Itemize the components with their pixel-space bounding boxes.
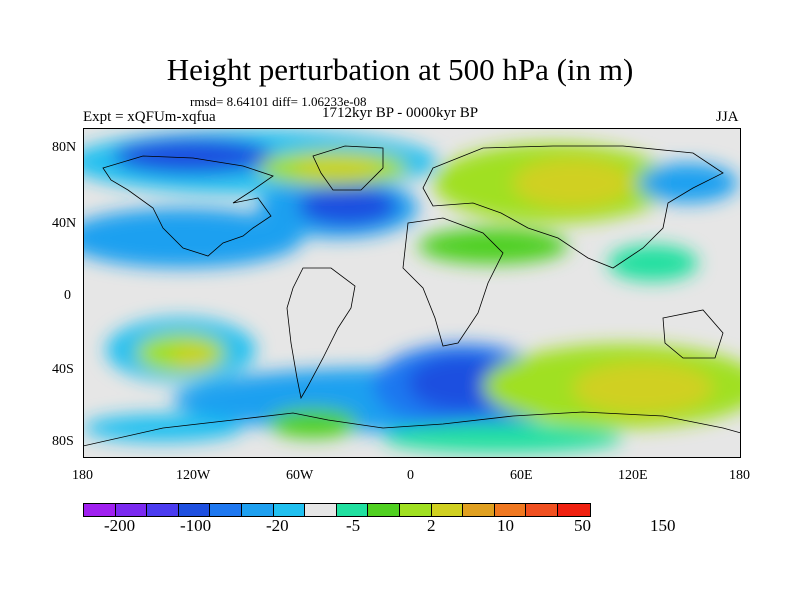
colorbar-label-minus20: -20: [266, 516, 289, 535]
south-pacific-high-core: [171, 346, 215, 366]
colorbar-swatch: [368, 504, 400, 516]
south-america-outline: [286, 267, 356, 400]
x-label-60w: 60W: [286, 468, 314, 483]
x-label-120w: 120W: [176, 468, 211, 483]
north-atlantic-low: [298, 186, 398, 226]
greenland-high-core: [293, 158, 383, 178]
colorbar-swatch: [147, 504, 179, 516]
north-america-arctic-low: [113, 138, 273, 174]
map-svg: [83, 128, 741, 458]
colorbar-label-minus200: -200: [104, 516, 136, 535]
x-label-60e: 60E: [510, 468, 533, 483]
eurasia-outline: [422, 145, 724, 269]
colorbar-swatch: [557, 504, 590, 516]
colorbar-swatch: [494, 504, 527, 516]
continent-outlines: [83, 145, 741, 447]
colorbar-swatch: [526, 504, 558, 516]
colorbar-swatch: [305, 504, 337, 516]
experiment-label: Expt = xQFUm-xqfua: [83, 109, 216, 125]
colorbar-swatch: [84, 504, 116, 516]
colorbar-swatch: [115, 504, 148, 516]
colorbar-swatch: [210, 504, 242, 516]
antarctic-positive-band: [383, 423, 623, 453]
y-label-80s: 80S: [52, 434, 74, 449]
x-label-180e: 180: [729, 468, 750, 483]
colorbar-swatch: [431, 504, 464, 516]
colorbar-label-150: 150: [650, 516, 676, 535]
map-plot-area: [83, 128, 741, 458]
stats-line: rmsd= 8.64101 diff= 1.06233e-08: [190, 94, 367, 109]
y-label-40n: 40N: [52, 216, 77, 231]
mediterranean-high: [418, 228, 568, 264]
x-label-120e: 120E: [618, 468, 648, 483]
north-pacific-low: [83, 208, 303, 268]
colorbar-swatch: [336, 504, 369, 516]
africa-outline: [402, 217, 504, 347]
period-label: 1712kyr BP - 0000kyr BP: [322, 105, 479, 121]
colorbar: [83, 503, 591, 517]
north-america-outline: [102, 155, 274, 257]
x-label-0: 0: [407, 468, 414, 483]
colorbar-label-10: 10: [497, 516, 514, 535]
colorbar-swatch: [463, 504, 495, 516]
antarctic-peninsula-high: [268, 408, 358, 438]
colorbar-swatch: [178, 504, 211, 516]
northwest-pacific-low: [638, 163, 738, 203]
y-label-40s: 40S: [52, 362, 74, 377]
colorbar-label-2: 2: [427, 516, 436, 535]
figure-title: Height perturbation at 500 hPa (in m): [166, 52, 634, 87]
colorbar-swatch: [241, 504, 274, 516]
y-label-80n: 80N: [52, 140, 77, 155]
antarctica-outline: [83, 411, 741, 447]
colorbar-swatch: [399, 504, 432, 516]
colorbar-label-50: 50: [574, 516, 591, 535]
indian-ocean-high-core: [573, 362, 713, 414]
colorbar-label-minus100: -100: [180, 516, 212, 535]
season-label: JJA: [716, 109, 739, 125]
australia-outline: [662, 309, 724, 359]
eurasia-high-core: [513, 158, 633, 208]
east-asia-positive: [608, 245, 698, 281]
colorbar-swatch: [273, 504, 306, 516]
x-label-180w: 180: [72, 468, 93, 483]
greenland-outline: [312, 145, 384, 191]
y-label-0: 0: [64, 288, 71, 303]
anomaly-field: [83, 130, 741, 453]
colorbar-label-minus5: -5: [346, 516, 361, 535]
